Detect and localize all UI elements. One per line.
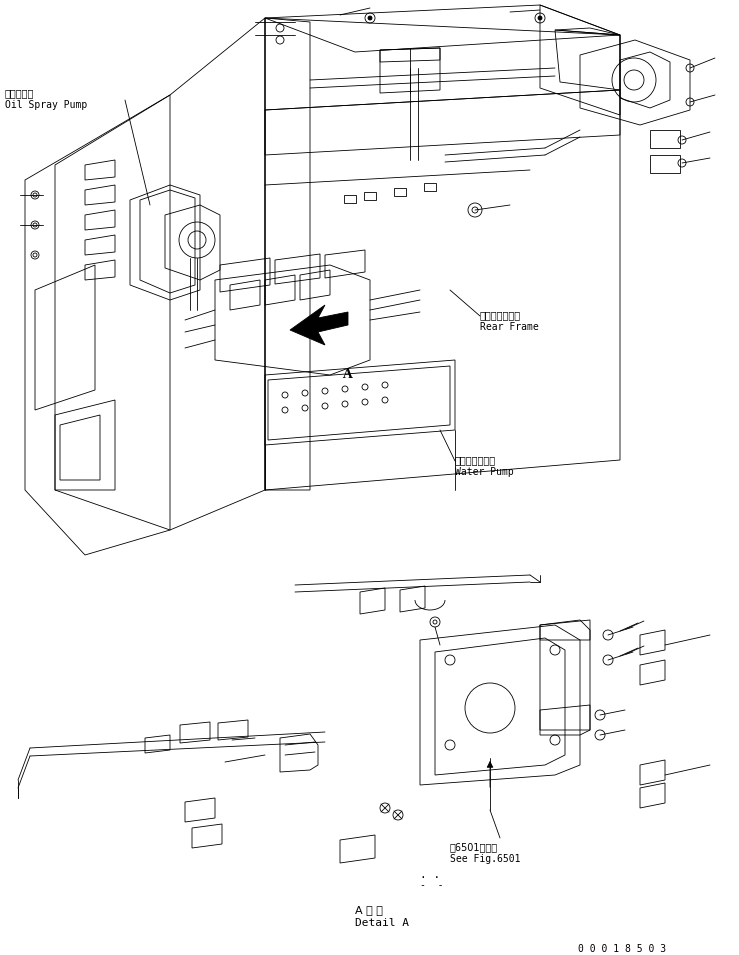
Text: A 詳 細: A 詳 細 xyxy=(355,905,383,915)
Circle shape xyxy=(368,16,372,20)
Text: Detail A: Detail A xyxy=(355,918,409,928)
Text: -  -: - - xyxy=(420,880,443,890)
Text: Oil Spray Pump: Oil Spray Pump xyxy=(5,100,87,110)
Text: ウォータポンプ: ウォータポンプ xyxy=(455,455,496,465)
Text: Rear Frame: Rear Frame xyxy=(480,322,539,332)
Text: リヤーフレーム: リヤーフレーム xyxy=(480,310,521,320)
Circle shape xyxy=(538,16,542,20)
Bar xyxy=(650,155,680,173)
Polygon shape xyxy=(290,305,348,345)
Text: 第6501図参照: 第6501図参照 xyxy=(450,842,498,852)
Text: . .: . . xyxy=(420,870,440,880)
Text: 散油ポンプ: 散油ポンプ xyxy=(5,88,35,98)
Bar xyxy=(650,130,680,148)
Text: Water Pump: Water Pump xyxy=(455,467,514,477)
Text: 0 0 0 1 8 5 0 3: 0 0 0 1 8 5 0 3 xyxy=(578,944,666,954)
Text: See Fig.6501: See Fig.6501 xyxy=(450,854,520,864)
Text: A: A xyxy=(342,368,352,381)
